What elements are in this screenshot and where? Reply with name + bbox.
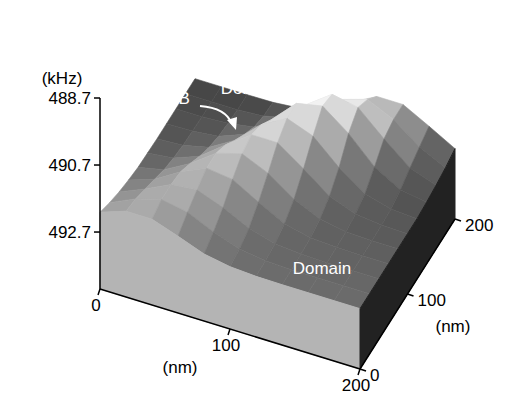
svg-text:100: 100 (212, 336, 240, 355)
svg-text:Domain: Domain (221, 79, 280, 98)
svg-text:(kHz): (kHz) (42, 69, 83, 88)
svg-text:100: 100 (418, 291, 446, 310)
svg-text:(nm): (nm) (163, 358, 198, 377)
svg-text:(nm): (nm) (436, 317, 471, 336)
svg-text:490.7: 490.7 (48, 156, 91, 175)
svg-text:200: 200 (342, 376, 370, 395)
svg-text:492.7: 492.7 (48, 223, 91, 242)
svg-text:DB: DB (166, 89, 190, 108)
svg-text:488.7: 488.7 (48, 89, 91, 108)
svg-text:Domain: Domain (293, 259, 352, 278)
svg-text:0: 0 (370, 366, 379, 385)
svg-text:200: 200 (465, 216, 493, 235)
svg-text:0: 0 (91, 296, 100, 315)
